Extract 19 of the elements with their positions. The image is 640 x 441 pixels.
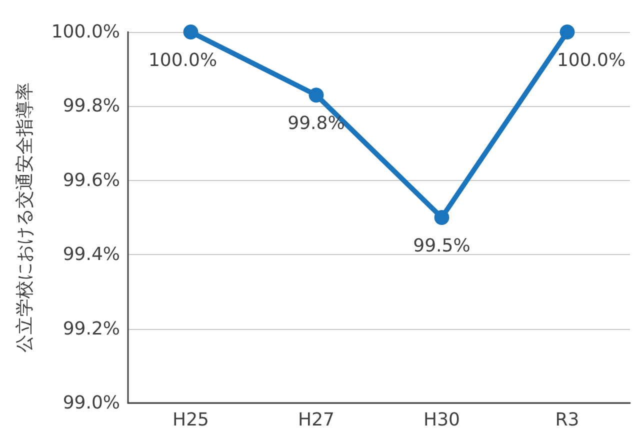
data-label: 100.0% <box>148 50 218 71</box>
y-tick-label: 99.2% <box>62 318 120 340</box>
data-label: 100.0% <box>556 50 626 71</box>
y-tick-label: 99.4% <box>62 244 120 266</box>
y-axis-title: 公立学校における交通安全指導率 <box>14 82 36 352</box>
y-tick-label: 99.0% <box>62 392 120 414</box>
data-label: 99.5% <box>413 236 470 256</box>
x-tick-label: H25 <box>172 410 209 430</box>
x-tick-label: H27 <box>298 410 334 430</box>
y-tick-label: 100.0% <box>51 22 120 42</box>
x-tick-label: R3 <box>555 410 580 430</box>
y-tick-label: 99.6% <box>62 170 120 191</box>
x-tick-label: H30 <box>424 410 460 430</box>
point <box>560 24 575 40</box>
y-tick-label: 99.8% <box>62 96 120 117</box>
point <box>434 210 450 225</box>
data-label: 99.8% <box>288 113 345 134</box>
point <box>308 88 324 103</box>
point <box>183 24 198 40</box>
